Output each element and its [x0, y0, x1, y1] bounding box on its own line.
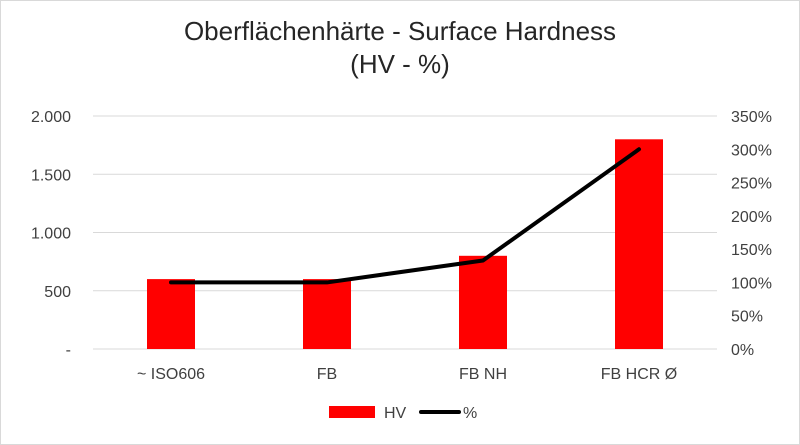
chart-title-line: Oberflächenhärte - Surface Hardness: [183, 16, 617, 46]
y-left-tick-label: 500: [44, 284, 71, 301]
x-tick-label: FB NH: [459, 366, 507, 383]
hv-bar: [459, 255, 507, 349]
x-tick-label: ~ ISO606: [137, 366, 205, 383]
legend-percent-label: %: [463, 405, 477, 422]
chart-subtitle: (HV - %): [350, 49, 450, 79]
y-right-tick-label: 0%: [731, 342, 754, 359]
y-left-tick-label: 1.000: [31, 226, 71, 243]
percent-line: [169, 147, 641, 285]
legend-hv-swatch: [329, 406, 375, 418]
hv-bar: [147, 279, 195, 349]
y-right-tick-label: 100%: [731, 275, 772, 292]
y-right-tick-label: 300%: [731, 142, 772, 159]
y-right-tick-label: 350%: [731, 109, 772, 126]
chart-title: Oberflächenhärte - Surface Hardness (HV …: [1, 15, 799, 81]
hv-bar: [615, 139, 663, 349]
x-tick-label: FB: [317, 366, 337, 383]
hv-bar: [303, 279, 351, 349]
y-left-tick-label: 2.000: [31, 109, 71, 126]
legend-hv-label: HV: [384, 405, 407, 422]
y-left-tick-label: 1.500: [31, 167, 71, 184]
y-left-tick-label: -: [66, 342, 71, 359]
y-right-tick-label: 50%: [731, 309, 763, 326]
y-right-tick-label: 250%: [731, 176, 772, 193]
y-right-tick-label: 150%: [731, 242, 772, 259]
y-right-tick-label: 200%: [731, 209, 772, 226]
x-tick-label: FB HCR Ø: [601, 366, 677, 383]
